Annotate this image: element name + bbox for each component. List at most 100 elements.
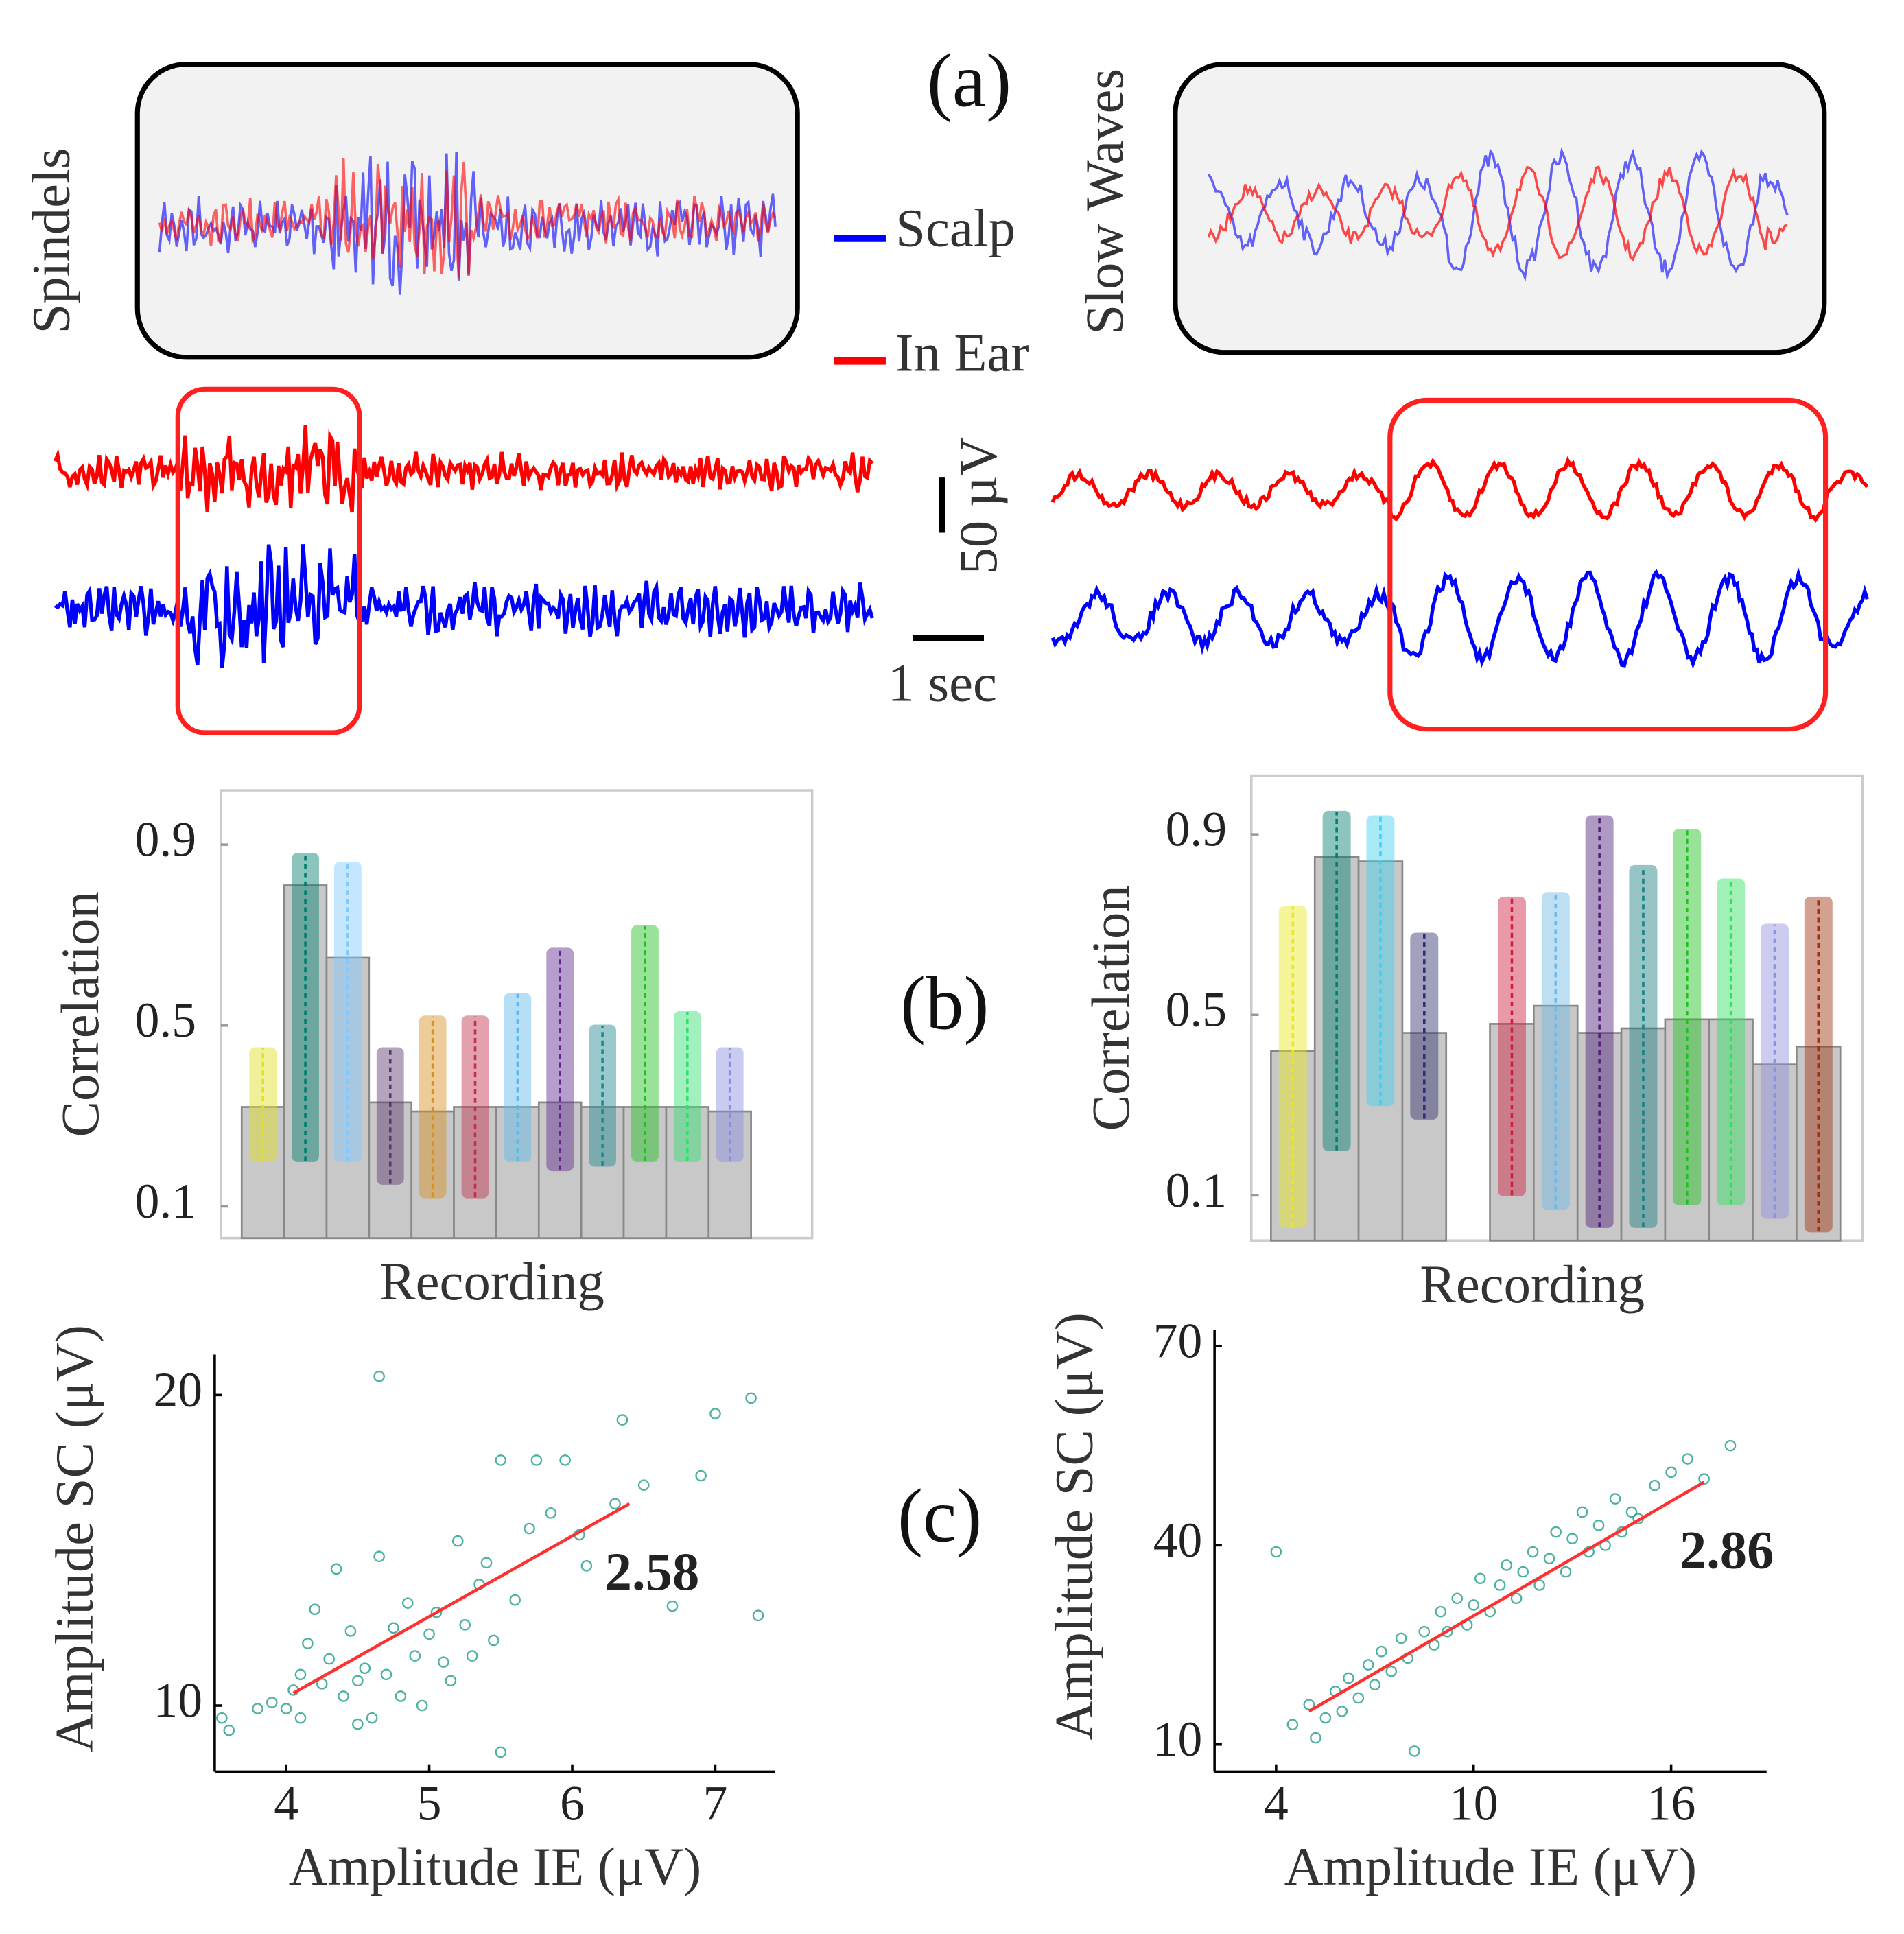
point	[266, 1697, 278, 1708]
point	[294, 1668, 307, 1681]
point	[294, 1712, 307, 1724]
point	[1352, 1692, 1365, 1704]
legend-label: In Ear	[895, 324, 1029, 384]
x-axis-label: Amplitude IE (μV)	[1284, 1837, 1697, 1897]
point	[1533, 1579, 1546, 1591]
point	[1501, 1559, 1513, 1571]
point	[1517, 1566, 1529, 1578]
point	[280, 1703, 292, 1714]
point	[309, 1603, 321, 1616]
point	[1609, 1493, 1621, 1505]
y-tick-label: 40	[1153, 1513, 1203, 1568]
x-axis-label: Amplitude IE (μV)	[289, 1837, 701, 1897]
point	[1566, 1533, 1578, 1545]
point	[745, 1392, 757, 1404]
point	[1468, 1599, 1480, 1611]
bar	[665, 1106, 710, 1239]
x-tick-label: 16	[1647, 1776, 1696, 1830]
bar	[1401, 1032, 1448, 1242]
point	[216, 1712, 228, 1724]
point	[1409, 1745, 1420, 1757]
point	[752, 1609, 764, 1622]
point	[609, 1498, 621, 1510]
point	[423, 1628, 435, 1640]
point	[1336, 1706, 1348, 1717]
point	[323, 1653, 335, 1665]
y-tick-label: 0.5	[1166, 983, 1227, 1037]
point	[438, 1656, 449, 1668]
scale-label: 1 sec	[887, 654, 996, 714]
point	[445, 1675, 457, 1687]
point	[1665, 1466, 1677, 1478]
point	[409, 1650, 421, 1662]
point	[430, 1606, 443, 1618]
x-tick-label: 7	[703, 1776, 728, 1830]
x-axis-label: Recording	[1420, 1255, 1645, 1314]
point	[1724, 1439, 1737, 1452]
point	[495, 1454, 507, 1466]
trace	[1050, 567, 1869, 670]
point	[545, 1507, 557, 1519]
point	[1286, 1719, 1299, 1731]
x-tick-label: 10	[1449, 1776, 1498, 1830]
point	[637, 1479, 650, 1491]
point	[1310, 1732, 1321, 1744]
point	[1576, 1506, 1588, 1518]
annotation: 2.86	[1680, 1521, 1774, 1581]
y-tick-label: 0.1	[135, 1175, 196, 1229]
spread	[1366, 815, 1395, 1107]
point	[302, 1638, 314, 1649]
point	[1418, 1625, 1431, 1638]
point	[373, 1370, 385, 1382]
point	[559, 1454, 571, 1466]
point	[380, 1668, 392, 1681]
spread	[673, 1011, 701, 1162]
bar	[1313, 856, 1360, 1242]
y-tick-label: 20	[154, 1363, 203, 1417]
point	[1451, 1592, 1464, 1605]
y-axis-label: Amplitude SC (μV)	[1045, 1312, 1105, 1740]
y-tick-label: 10	[154, 1673, 203, 1727]
y-tick-label: 0.5	[135, 993, 196, 1048]
point	[373, 1550, 385, 1563]
legend-label: Scalp	[895, 198, 1015, 258]
annotation: 2.58	[605, 1542, 700, 1602]
scale-label: 50 µV	[949, 437, 1009, 574]
point	[1385, 1665, 1398, 1677]
bar	[707, 1110, 752, 1239]
point	[1510, 1592, 1523, 1605]
spread	[1278, 906, 1307, 1228]
point	[1543, 1553, 1555, 1565]
point	[395, 1690, 407, 1702]
point	[1369, 1679, 1381, 1690]
point	[1527, 1546, 1539, 1558]
fit-line	[292, 1502, 631, 1695]
panel-label: (a)	[927, 38, 1011, 123]
y-axis-label: Correlation	[1081, 885, 1141, 1131]
x-tick-label: 4	[274, 1776, 298, 1830]
point	[338, 1690, 349, 1702]
panel-label: (c)	[897, 1474, 982, 1558]
point	[1560, 1566, 1572, 1578]
trace	[53, 425, 874, 513]
point	[666, 1600, 679, 1612]
point	[1682, 1453, 1693, 1465]
y-axis-label: Correlation	[51, 891, 110, 1137]
y-axis-label: Amplitude SC (μV)	[45, 1325, 104, 1752]
wave-label: Slow Waves	[1075, 69, 1135, 335]
trace	[54, 544, 874, 668]
point	[488, 1634, 499, 1647]
point	[330, 1563, 342, 1575]
highlight-box	[1387, 397, 1829, 732]
point	[1442, 1625, 1453, 1638]
y-tick-label: 70	[1153, 1314, 1203, 1368]
point	[352, 1718, 364, 1730]
point	[524, 1522, 535, 1535]
point	[1270, 1546, 1282, 1558]
point	[1395, 1632, 1407, 1644]
point	[466, 1650, 478, 1662]
point	[416, 1699, 428, 1712]
point	[1474, 1572, 1486, 1585]
point	[616, 1414, 628, 1426]
